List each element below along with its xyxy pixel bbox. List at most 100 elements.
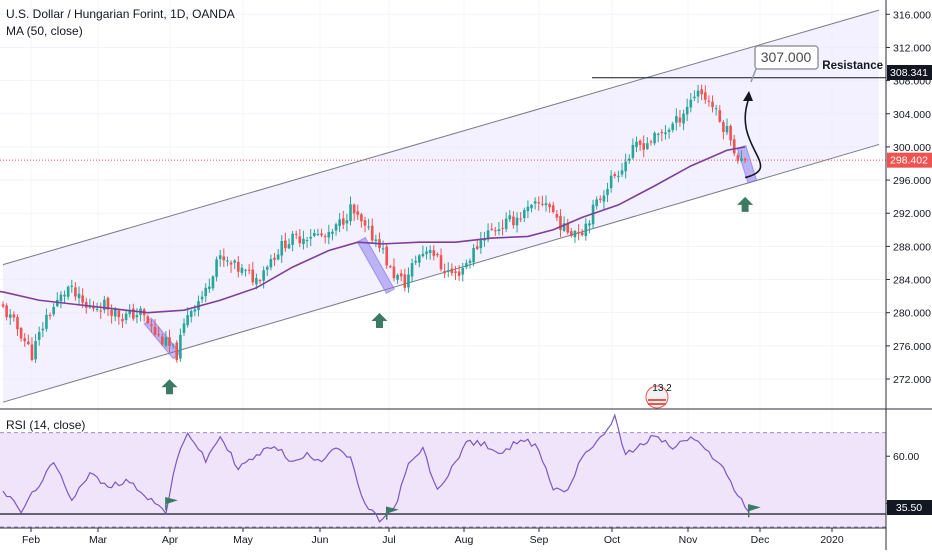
candle-body [81,295,84,303]
candle-body [595,199,598,207]
candle-body [446,270,450,272]
candle-body [226,260,229,262]
candle-body [693,96,696,99]
time-tick-label: Feb [22,534,40,546]
candle-body [113,308,117,317]
candle-body [653,132,656,144]
price-tick-label: 296.000 [893,175,931,187]
candle-body [472,247,475,263]
indicator-badge[interactable]: 13 2 [645,383,672,409]
channel-lower-line[interactable] [2,143,880,403]
candle-body [124,313,128,321]
candle-body [45,314,48,329]
time-tick-label: Dec [751,534,770,546]
candle-body [537,202,541,204]
candle-body [99,310,103,312]
signal-arrow [161,379,178,395]
candle-body [63,294,66,297]
candle-body [736,155,740,161]
candle-body [588,223,591,226]
time-tick-label: 2020 [820,534,844,546]
candle-body [168,337,171,347]
candle-body [646,143,649,149]
candle-body [606,189,609,196]
candle-body [682,113,685,124]
candle-body [740,158,743,162]
candle-body [722,122,725,132]
price-tick-label: 284.000 [893,275,931,287]
candle-body [360,214,363,222]
candle-body [399,273,403,277]
candle-body [331,231,334,234]
ma-legend: MA (50, close) [6,24,83,38]
time-tick-label: Oct [604,534,620,546]
candle-body [494,230,497,232]
candle-body [591,204,595,225]
rsi-support-text: 35.50 [896,502,922,514]
candle-body [465,263,468,268]
candle-body [117,310,121,318]
candle-body [262,270,265,281]
candle-body [725,126,729,133]
price-tick-label: 300.000 [893,142,931,154]
candle-body [577,232,580,234]
candle-body [132,308,135,319]
rsi-line[interactable] [2,413,750,523]
candle-body [743,158,747,161]
resistance-price-text: 308.341 [890,67,928,79]
candle-body [341,218,345,225]
highlight-box [356,236,395,295]
candle-body [269,259,273,268]
rsi-flag [386,506,399,514]
candle-body [157,334,160,336]
candle-body [77,293,81,299]
time-tick-label: Mar [89,534,108,546]
chart-title: U.S. Dollar / Hungarian Forint, 1D, OAND… [6,7,235,21]
price-tick-label: 316.000 [893,9,931,21]
projection-curve[interactable] [744,100,762,179]
candle-body [1,304,5,307]
candle-body [385,246,389,266]
candle-body [522,210,526,219]
candle-body [374,239,378,242]
rsi-flag [165,497,178,505]
candle-body [436,253,439,256]
candle-body [255,278,258,285]
candle-body [418,255,421,263]
candle-body [407,274,410,288]
candle-body [627,158,631,161]
candle-body [5,305,8,318]
candle-body [88,306,92,308]
candle-body [193,309,197,312]
candle-body [265,266,269,270]
candle-body [631,145,635,158]
candle-body [392,266,396,279]
channel-upper-line[interactable] [2,9,880,266]
candle-body [624,161,627,172]
ma-50-line[interactable] [0,146,746,314]
candle-body [171,344,175,346]
target-callout[interactable]: 307.000 [750,45,819,83]
candle-body [649,141,653,143]
candle-body [519,218,522,220]
candle-body [34,341,37,360]
candle-body [490,228,493,230]
resistance-label: Resistance [822,60,883,72]
candle-body [707,100,711,102]
candle-body [103,299,106,310]
candle-body [530,204,533,209]
candle-body [70,285,74,287]
flag-stripe [648,399,666,401]
candle-body [106,297,110,310]
resistance-price-label: 308.341 [887,65,932,80]
candle-body [66,286,70,297]
candle-body [179,334,182,359]
candle-body [566,223,570,233]
target-callout-pointer [750,68,757,83]
candle-body [671,123,674,130]
candle-body [678,117,682,123]
candle-body [12,314,16,318]
candle-body [486,230,490,240]
candle-body [573,230,577,238]
